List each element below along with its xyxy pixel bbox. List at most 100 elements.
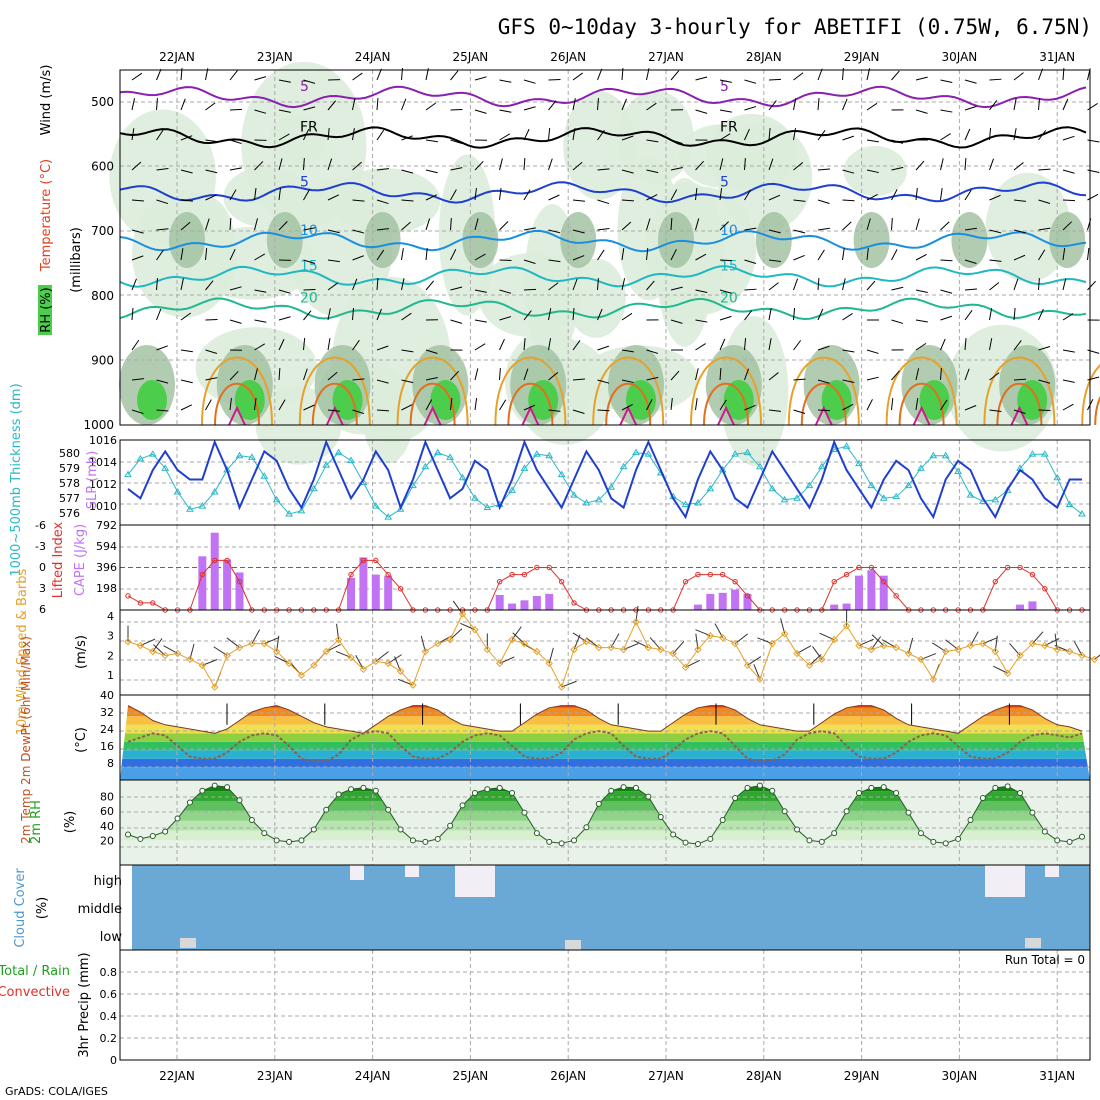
rh-area-dark — [853, 212, 890, 268]
isotherm-label: 20 — [300, 291, 318, 307]
wind-barb — [376, 228, 389, 231]
wind-barb — [866, 248, 869, 261]
wind-barb — [278, 188, 281, 201]
rh-area-dark — [755, 212, 792, 268]
wind-barb-10m — [585, 637, 600, 648]
cloud-gap-high — [985, 865, 1025, 897]
pressure-tick-label: 500 — [91, 95, 114, 109]
temp-tick-label: 32 — [100, 706, 114, 719]
slp-tick-label: 1012 — [89, 478, 117, 491]
wind-barb — [376, 379, 389, 384]
temp-tick-label: 40 — [100, 689, 114, 702]
wind-barb — [474, 398, 478, 411]
wind-speed-point — [768, 639, 776, 648]
wind-barb — [670, 139, 683, 144]
wind-barb — [156, 129, 164, 141]
wind-barb — [131, 199, 145, 202]
wind-barb — [670, 249, 677, 261]
date-label-bottom: 25JAN — [453, 1069, 489, 1083]
wind-barb-10m — [649, 637, 662, 650]
wind-barb — [156, 345, 168, 351]
rh-area-dark — [462, 212, 499, 268]
rh2m-point — [719, 816, 726, 823]
wind-barb — [1087, 169, 1100, 173]
wind-barb — [1038, 249, 1046, 261]
wind-barb — [156, 199, 169, 205]
wind-speed-point — [669, 649, 677, 658]
ylabel-rh2m-units: (%) — [63, 811, 78, 834]
wind-barb — [915, 218, 920, 231]
wind-barb — [548, 229, 561, 234]
isotherm-line — [119, 265, 1087, 288]
wind-barb — [572, 98, 576, 111]
rh2m-point — [484, 786, 491, 793]
wind-barb — [842, 403, 854, 411]
isotherm-35-loop — [912, 405, 931, 426]
wind-barb — [205, 399, 212, 411]
wind-barb — [793, 98, 797, 111]
isotherm-25-loop — [1081, 364, 1100, 426]
thickness-point — [867, 481, 876, 489]
wind-barb — [352, 307, 354, 321]
thickness-point — [334, 448, 343, 456]
wind-speed-point — [979, 639, 987, 648]
wind-speed-point — [483, 645, 492, 654]
wind-barb — [719, 399, 727, 411]
rh2m-point — [955, 835, 962, 842]
wind-speed-point — [223, 651, 231, 660]
rh2m-point — [397, 826, 404, 833]
wind-barb — [866, 349, 879, 354]
rh2m-point — [670, 831, 677, 838]
rh2m-point — [533, 830, 540, 837]
isotherm-30-loop — [800, 382, 847, 426]
temp-band — [120, 750, 1090, 759]
rh2m-point — [162, 828, 169, 835]
wind-speed-point — [966, 641, 975, 650]
thickness-point — [1053, 473, 1062, 481]
isotherm-35-loop — [717, 405, 735, 426]
wind-barb — [597, 199, 610, 205]
wind-barb — [695, 253, 707, 261]
wind-speed-point — [867, 645, 876, 654]
wind-barb — [1062, 199, 1076, 202]
lifted-index-point — [521, 571, 528, 578]
wind-barb — [523, 288, 537, 291]
wind-speed-point — [731, 639, 739, 648]
wind-barb — [205, 377, 218, 381]
wind-barb-10m — [870, 636, 882, 650]
wind-barb — [1087, 248, 1090, 261]
thickness-point — [755, 462, 764, 470]
wind-barb — [278, 367, 281, 381]
wind-barb — [474, 109, 487, 114]
precip-grid — [120, 950, 1090, 1060]
wind-barb — [523, 128, 530, 141]
wind-barb — [940, 79, 953, 83]
wind-barb — [425, 280, 435, 291]
lifted-index-point — [856, 564, 862, 571]
wind-speed-point — [880, 641, 888, 650]
thickness-point — [619, 462, 628, 470]
wind-barb — [940, 221, 950, 231]
thickness-point — [545, 451, 554, 459]
wind-barb — [695, 76, 708, 81]
cloud-gap-high — [350, 865, 364, 880]
wind-barb — [646, 376, 659, 381]
wind-barb — [621, 278, 626, 291]
rh2m-point — [831, 830, 838, 837]
wind-speed-point — [136, 641, 145, 650]
date-label-top: 28JAN — [746, 50, 782, 64]
wind-barb — [327, 338, 331, 351]
temp-band — [120, 695, 1090, 699]
rh2m-point — [694, 841, 701, 848]
pressure-tick-label: 800 — [91, 289, 114, 303]
wind-speed-point — [272, 647, 281, 656]
rh2m-point — [1004, 783, 1011, 790]
wind-barb — [229, 248, 236, 261]
wind-barb — [131, 409, 144, 415]
thickness-point — [471, 494, 479, 501]
rh-area-light — [563, 91, 636, 200]
wind-barb — [303, 404, 315, 411]
wind-barb — [131, 229, 144, 234]
isotherm-35-loop — [228, 405, 246, 426]
thickness-point — [1028, 450, 1037, 457]
